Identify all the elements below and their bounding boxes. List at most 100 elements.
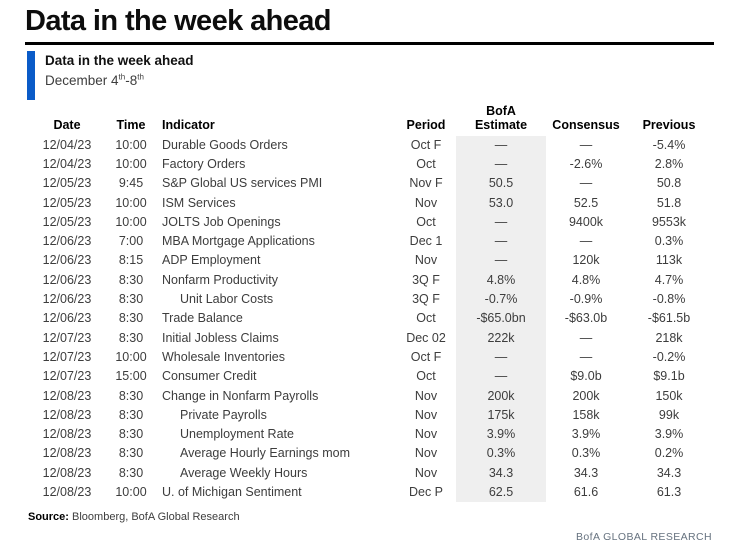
table-header-row: Date Time Indicator Period BofA Estimate … [28, 104, 712, 136]
header-indicator: Indicator [162, 118, 215, 133]
header-date: Date [53, 118, 81, 133]
cell-indicator: Average Weekly Hours [180, 465, 308, 480]
header-period: Period [406, 118, 446, 133]
cell-period: Oct [416, 156, 436, 171]
cell-indicator: Wholesale Inventories [162, 349, 285, 364]
cell-consensus: 120k [572, 253, 600, 268]
cell-estimate: — [456, 251, 546, 271]
cell-estimate: 0.3% [456, 444, 546, 464]
cell-time: 15:00 [115, 369, 147, 384]
cell-period: Dec 1 [409, 234, 443, 249]
cell-previous: 34.3 [656, 465, 682, 480]
date-range-mid: -8 [125, 73, 138, 89]
cell-previous: 0.3% [654, 234, 684, 249]
cell-indicator: Nonfarm Productivity [162, 272, 279, 287]
cell-previous: 113k [655, 253, 683, 268]
exhibit-title: Data in the week ahead [45, 52, 194, 68]
cell-time: 8:30 [118, 330, 144, 345]
cell-previous: 9553k [651, 214, 687, 229]
cell-time: 7:00 [118, 234, 144, 249]
cell-time: 8:30 [118, 272, 144, 287]
cell-indicator: S&P Global US services PMI [162, 176, 323, 191]
source-label: Source: [28, 511, 69, 524]
cell-consensus: $9.0b [570, 369, 602, 384]
table-row: 12/08/23 8:30 Private Payrolls Nov 175k 158k 9… [28, 405, 712, 426]
cell-indicator: MBA Mortgage Applications [162, 234, 315, 249]
table-row: 12/06/23 8:15 ADP Employment Nov — 120k 113k [28, 251, 712, 271]
page-title: Data in the week ahead [25, 5, 332, 37]
date-range-pre: December 4 [45, 73, 119, 89]
cell-time: 8:30 [118, 446, 144, 461]
cell-previous: 99k [658, 407, 680, 422]
table-row: 12/05/23 9:45 S&P Global US services PMI No… [28, 174, 712, 194]
cell-time: 10:00 [115, 137, 147, 152]
cell-date: 12/05/23 [42, 195, 92, 210]
cell-previous: 61.3 [656, 484, 682, 499]
cell-previous: $9.1b [653, 369, 685, 384]
header-estimate-line1: BofA [486, 103, 516, 118]
cell-indicator: Unit Labor Costs [180, 292, 274, 307]
cell-indicator: Unemployment Rate [180, 427, 294, 442]
cell-date: 12/04/23 [42, 156, 92, 171]
cell-consensus: 4.8% [571, 272, 601, 287]
cell-indicator: U. of Michigan Sentiment [162, 484, 302, 499]
source-line: Source: Bloomberg, BofA Global Research [28, 511, 739, 523]
table-row: 12/04/23 10:00 Factory Orders Oct — -2.6% 2.8% [28, 154, 712, 175]
cell-date: 12/07/23 [42, 349, 92, 364]
cell-consensus: — [579, 234, 593, 249]
cell-previous: 0.2% [654, 446, 684, 461]
cell-estimate: — [456, 347, 546, 368]
cell-period: 3Q F [412, 272, 440, 287]
cell-previous: -0.8% [652, 292, 686, 307]
cell-date: 12/04/23 [42, 137, 92, 152]
cell-date: 12/08/23 [42, 407, 92, 422]
cell-previous: -$61.5b [647, 311, 691, 326]
cell-indicator: Trade Balance [162, 311, 243, 326]
cell-date: 12/06/23 [42, 234, 92, 249]
cell-period: Nov [414, 427, 438, 442]
cell-estimate: — [456, 367, 546, 387]
cell-consensus: 0.3% [571, 446, 601, 461]
table-row: 12/07/23 8:30 Initial Jobless Claims Dec 02… [28, 328, 712, 348]
cell-indicator: Factory Orders [162, 156, 246, 171]
cell-time: 10:00 [115, 214, 147, 229]
cell-estimate: 4.8% [456, 270, 546, 291]
cell-consensus: 9400k [568, 214, 604, 229]
cell-previous: -0.2% [652, 349, 686, 364]
table-row: 12/06/23 8:30 Nonfarm Productivity 3Q F 4.8%… [28, 270, 712, 291]
cell-date: 12/08/23 [42, 465, 92, 480]
cell-estimate: -$65.0bn [456, 309, 546, 329]
cell-estimate: -0.7% [456, 290, 546, 310]
cell-period: Oct F [410, 349, 442, 364]
cell-previous: 218k [655, 330, 683, 345]
cell-period: Oct F [410, 137, 442, 152]
cell-indicator: Durable Goods Orders [162, 137, 288, 152]
table-row: 12/06/23 8:30 Unit Labor Costs 3Q F -0.7% -0.… [28, 290, 712, 310]
header-estimate: BofA Estimate [456, 104, 546, 136]
cell-estimate: 34.3 [456, 463, 546, 483]
cell-previous: 50.8 [656, 176, 682, 191]
header-time: Time [116, 118, 146, 133]
cell-date: 12/06/23 [42, 272, 92, 287]
cell-consensus: — [579, 330, 593, 345]
cell-previous: 150k [655, 388, 683, 403]
cell-date: 12/08/23 [42, 388, 92, 403]
cell-consensus: 34.3 [573, 465, 599, 480]
cell-consensus: — [579, 349, 593, 364]
cell-time: 9:45 [118, 176, 144, 191]
cell-estimate: — [456, 135, 546, 155]
cell-time: 10:00 [115, 484, 147, 499]
table-row: 12/08/23 10:00 U. of Michigan Sentiment Dec… [28, 482, 712, 503]
table-row: 12/08/23 8:30 Average Hourly Earnings mom N… [28, 444, 712, 464]
cell-consensus: 52.5 [573, 195, 599, 210]
cell-date: 12/08/23 [42, 427, 92, 442]
cell-consensus: 3.9% [571, 427, 601, 442]
cell-period: Dec P [408, 484, 444, 499]
cell-period: Nov F [409, 176, 443, 191]
cell-estimate: 50.5 [456, 174, 546, 194]
cell-consensus: -$63.0b [564, 311, 608, 326]
header-estimate-line2: Estimate [474, 118, 528, 133]
cell-period: Oct [416, 311, 436, 326]
date-range-sup1: th [118, 72, 126, 82]
cell-date: 12/05/23 [42, 176, 92, 191]
